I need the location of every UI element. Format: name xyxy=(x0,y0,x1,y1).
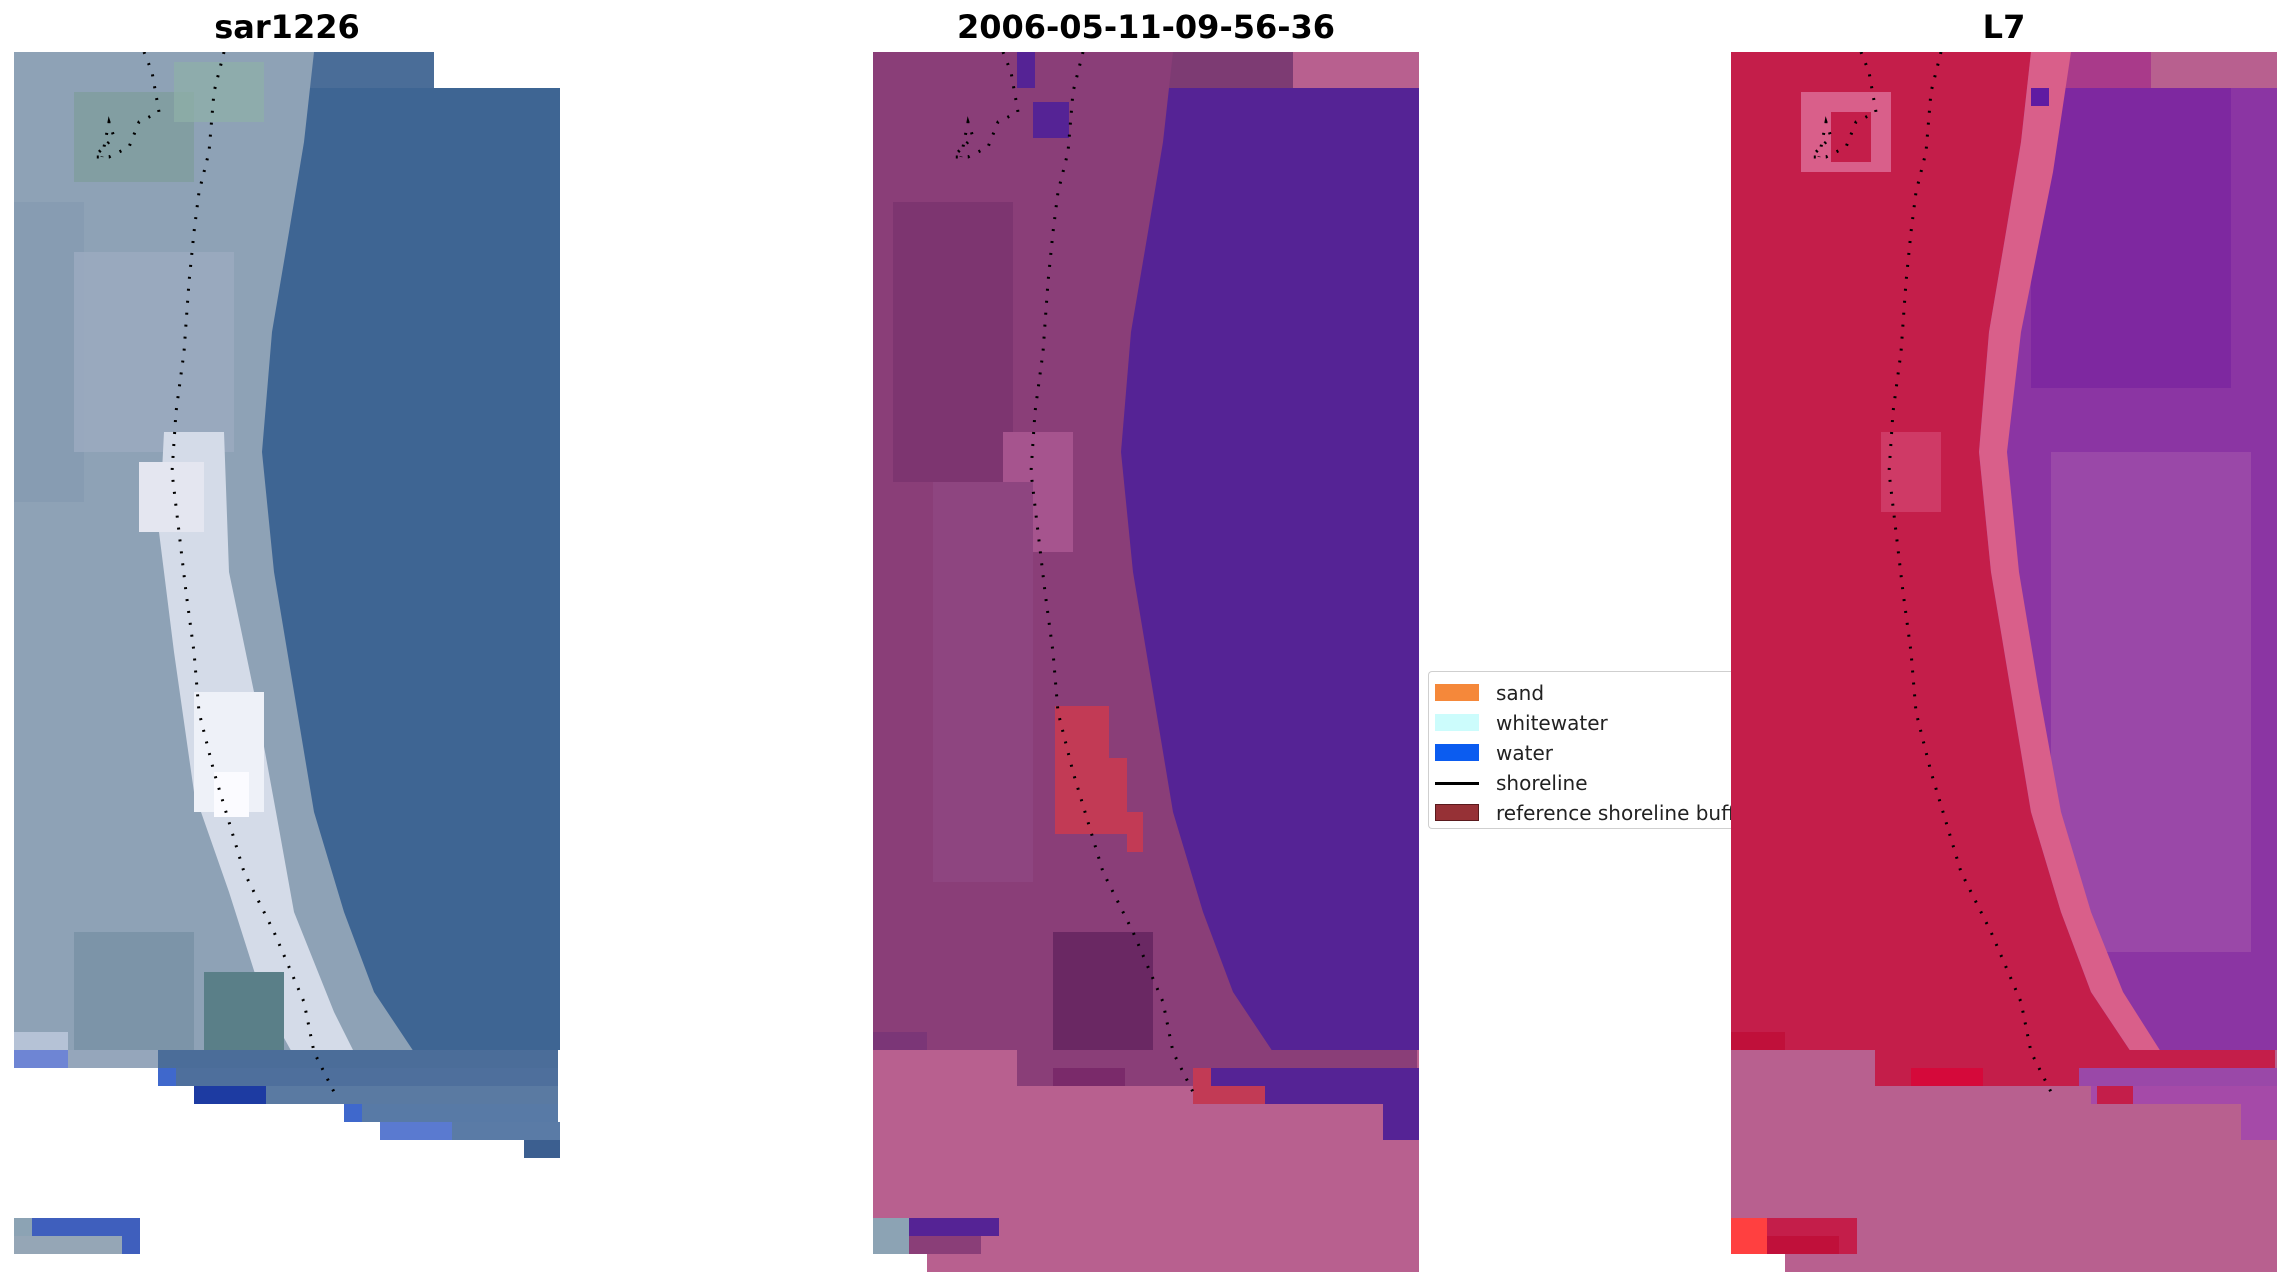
panel-title-date: 2006-05-11-09-56-36 xyxy=(956,8,1336,46)
shoreline-overlay-2 xyxy=(949,52,1195,1093)
legend: sand whitewater water shoreline referenc… xyxy=(1428,671,1731,829)
classified-raster xyxy=(873,52,1419,1272)
rgb-satellite-image xyxy=(14,52,560,1272)
legend-label-whitewater: whitewater xyxy=(1496,711,1608,735)
legend-label-reference-buffer: reference shoreline buffer xyxy=(1496,801,1731,825)
shoreline-overlay-1 xyxy=(90,52,336,1093)
panel-title-l7: L7 xyxy=(1982,8,2026,46)
legend-label-sand: sand xyxy=(1496,681,1545,705)
legend-label-water: water xyxy=(1496,741,1553,765)
rgb-raster xyxy=(14,52,560,1272)
shoreline-overlay-3 xyxy=(1807,52,2053,1093)
water-swatch xyxy=(1435,744,1479,761)
l7-image xyxy=(1731,52,2277,1272)
shoreline-swatch xyxy=(1435,782,1479,785)
legend-label-shoreline: shoreline xyxy=(1496,771,1588,795)
panel-title-sar1226: sar1226 xyxy=(214,8,360,46)
reference-buffer-swatch xyxy=(1435,804,1479,821)
sand-swatch xyxy=(1435,684,1479,701)
l7-raster xyxy=(1731,52,2277,1272)
classified-image xyxy=(873,52,1419,1272)
whitewater-swatch xyxy=(1435,714,1479,731)
